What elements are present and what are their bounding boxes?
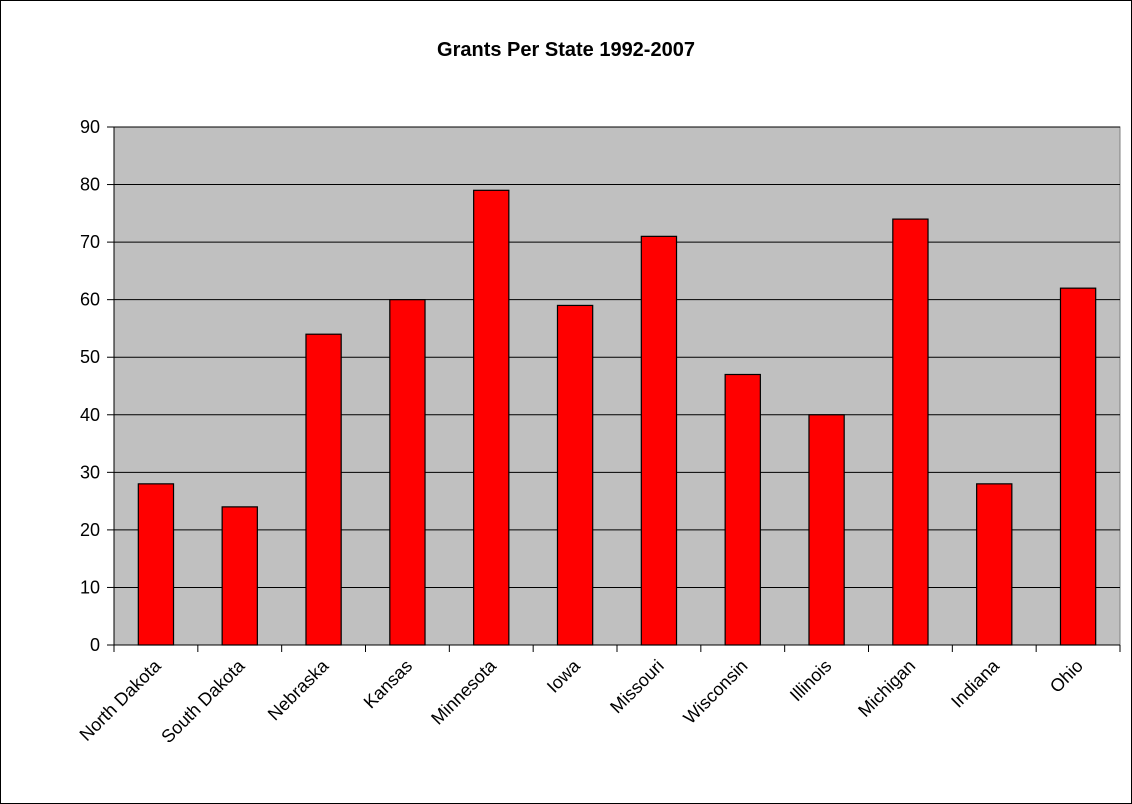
bar <box>976 483 1013 646</box>
plot-area <box>113 126 1121 646</box>
y-tick-label: 0 <box>90 635 100 655</box>
bar <box>808 414 845 646</box>
bar <box>473 189 510 646</box>
axes <box>113 127 1121 652</box>
bar <box>556 304 594 646</box>
y-tick-label: 90 <box>80 117 100 137</box>
y-tick-label: 30 <box>80 462 100 482</box>
bars <box>137 189 1097 646</box>
x-tick-label: South Dakota <box>157 655 249 747</box>
y-tick-label: 80 <box>80 175 100 195</box>
x-tick-label: North Dakota <box>76 655 166 745</box>
x-tick-label: Nebraska <box>264 655 333 724</box>
x-tick-label: Iowa <box>543 655 585 697</box>
x-tick-label: Indiana <box>947 655 1004 712</box>
bar <box>892 218 929 646</box>
y-tick-label: 10 <box>80 577 100 597</box>
bar <box>724 373 761 646</box>
bar <box>305 333 342 646</box>
y-tick-label: 20 <box>80 520 100 540</box>
bar <box>221 506 258 646</box>
y-tick-label: 40 <box>80 405 100 425</box>
bar <box>1059 287 1097 646</box>
x-tick-label: Ohio <box>1046 656 1087 697</box>
bar <box>640 235 678 646</box>
x-tick-label: Illinois <box>786 656 836 706</box>
x-tick-label: Michigan <box>854 656 919 721</box>
gridlines <box>114 126 1120 588</box>
y-tick-label: 60 <box>80 290 100 310</box>
y-tick-label: 70 <box>80 232 100 252</box>
x-tick-label: Kansas <box>360 656 417 713</box>
bar <box>137 483 175 646</box>
x-tick-label: Minnesota <box>427 655 501 729</box>
x-tick-label: Wisconsin <box>679 656 751 728</box>
y-tick-label: 50 <box>80 347 100 367</box>
bar <box>389 299 426 646</box>
y-tick-labels: 0 10 20 30 40 50 60 70 80 90 <box>80 117 114 655</box>
x-tick-label: Missouri <box>606 656 668 718</box>
chart-title: Grants Per State 1992-2007 <box>437 39 695 61</box>
